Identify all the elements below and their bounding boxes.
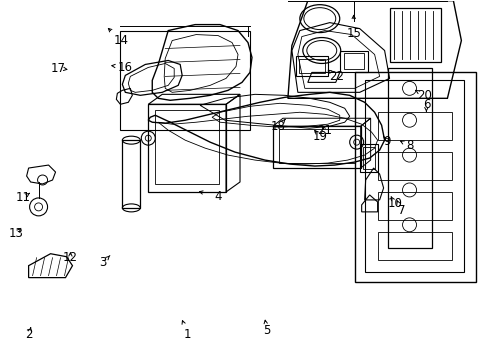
Bar <box>120 31 249 130</box>
Bar <box>364 80 464 272</box>
Bar <box>354 72 475 282</box>
Text: 12: 12 <box>63 251 78 264</box>
Bar <box>377 112 451 140</box>
Text: 11: 11 <box>16 191 31 204</box>
Text: 1: 1 <box>183 328 191 341</box>
Text: 3: 3 <box>99 256 106 269</box>
Bar <box>148 104 225 192</box>
Bar <box>377 152 451 180</box>
Bar <box>278 129 354 163</box>
Text: 13: 13 <box>9 226 24 239</box>
Text: 15: 15 <box>346 27 361 40</box>
Bar <box>272 126 360 168</box>
Text: 14: 14 <box>114 34 129 48</box>
Text: 18: 18 <box>270 121 285 134</box>
Bar <box>387 68 431 248</box>
Text: 19: 19 <box>312 130 327 143</box>
Text: 5: 5 <box>263 324 270 337</box>
Text: 2: 2 <box>25 328 33 341</box>
Bar <box>339 50 367 72</box>
Text: 16: 16 <box>117 60 132 73</box>
Bar <box>359 144 377 172</box>
Text: 22: 22 <box>328 69 343 82</box>
Text: 4: 4 <box>213 190 221 203</box>
Text: 20: 20 <box>417 89 431 102</box>
Bar <box>343 54 363 69</box>
Bar <box>298 59 324 73</box>
Text: 9: 9 <box>383 135 390 148</box>
Bar <box>377 192 451 220</box>
Bar <box>122 140 140 208</box>
Bar <box>389 8 441 62</box>
Text: 8: 8 <box>406 139 413 152</box>
Bar <box>155 110 219 184</box>
Text: 17: 17 <box>51 62 65 75</box>
Text: 10: 10 <box>386 197 401 210</box>
Text: 7: 7 <box>397 204 405 217</box>
Bar <box>377 232 451 260</box>
Bar <box>362 147 374 169</box>
Text: 21: 21 <box>317 124 332 137</box>
Text: 6: 6 <box>422 98 429 111</box>
Bar <box>295 57 327 76</box>
